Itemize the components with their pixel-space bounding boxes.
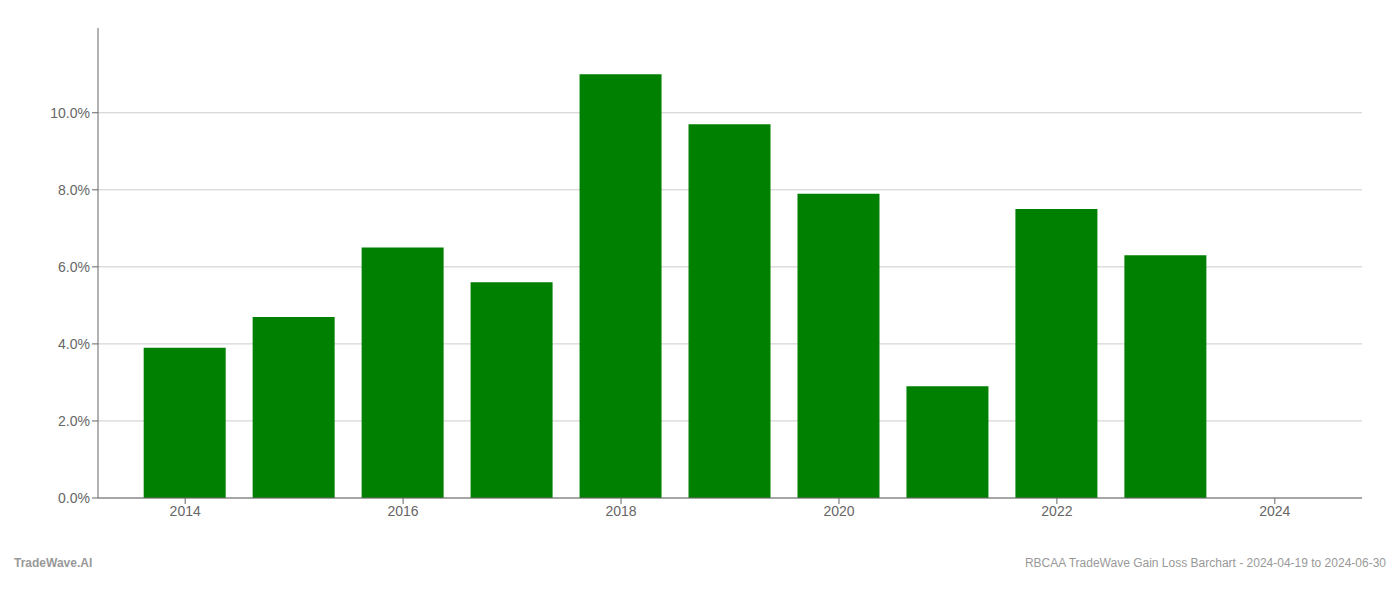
svg-text:0.0%: 0.0% [58, 490, 90, 506]
svg-text:2018: 2018 [605, 503, 636, 519]
svg-text:2020: 2020 [823, 503, 854, 519]
html-text:TradeWave.AI: TradeWave.AI [14, 556, 93, 570]
svg-text:2016: 2016 [388, 503, 419, 519]
svg-text:6.0%: 6.0% [58, 259, 90, 275]
svg-text:4.0%: 4.0% [58, 336, 90, 352]
svg-text:2014: 2014 [170, 503, 201, 519]
svg-text:2024: 2024 [1259, 503, 1290, 519]
svg-text:8.0%: 8.0% [58, 182, 90, 198]
svg-text:2.0%: 2.0% [58, 413, 90, 429]
svg-text:10.0%: 10.0% [50, 105, 90, 121]
html-text:RBCAA TradeWave Gain Loss Barc: RBCAA TradeWave Gain Loss Barchart - 202… [1024, 556, 1386, 570]
svg-text:2022: 2022 [1041, 503, 1072, 519]
